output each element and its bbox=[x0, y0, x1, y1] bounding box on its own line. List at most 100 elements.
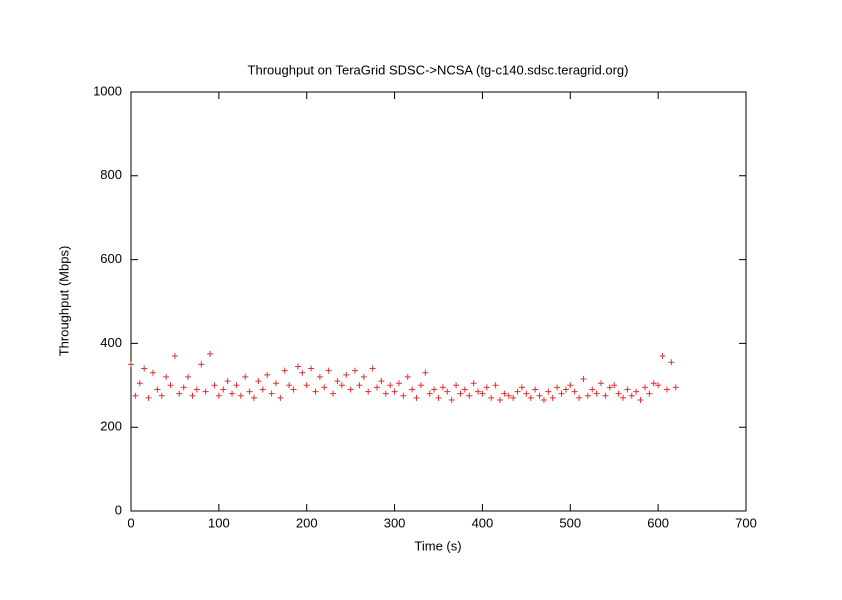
point bbox=[347, 386, 354, 393]
point bbox=[136, 380, 143, 387]
point bbox=[633, 388, 640, 395]
point bbox=[215, 392, 222, 399]
point bbox=[189, 392, 196, 399]
point bbox=[641, 384, 648, 391]
point bbox=[444, 388, 451, 395]
point bbox=[466, 392, 473, 399]
point bbox=[457, 390, 464, 397]
point bbox=[510, 394, 517, 401]
point bbox=[576, 394, 583, 401]
point bbox=[470, 380, 477, 387]
point bbox=[255, 378, 262, 385]
point bbox=[409, 386, 416, 393]
x-tick-label: 300 bbox=[384, 515, 406, 530]
point bbox=[637, 396, 644, 403]
point bbox=[483, 384, 490, 391]
point bbox=[606, 384, 613, 391]
point bbox=[453, 382, 460, 389]
point bbox=[246, 388, 253, 395]
x-axis-label: Time (s) bbox=[414, 538, 461, 553]
point bbox=[259, 386, 266, 393]
point bbox=[395, 380, 402, 387]
y-tick-label: 600 bbox=[100, 251, 122, 266]
point bbox=[422, 369, 429, 376]
point bbox=[646, 390, 653, 397]
point bbox=[549, 394, 556, 401]
point bbox=[624, 386, 631, 393]
chart-title: Throughput on TeraGrid SDSC->NCSA (tg-c1… bbox=[248, 62, 629, 77]
point bbox=[207, 350, 214, 357]
point bbox=[286, 382, 293, 389]
point bbox=[308, 365, 315, 372]
point bbox=[488, 394, 495, 401]
point bbox=[338, 382, 345, 389]
point bbox=[505, 392, 512, 399]
point bbox=[439, 384, 446, 391]
point bbox=[330, 390, 337, 397]
point bbox=[321, 384, 328, 391]
point bbox=[558, 390, 565, 397]
point bbox=[365, 388, 372, 395]
point bbox=[417, 382, 424, 389]
point bbox=[202, 388, 209, 395]
y-tick-label: 1000 bbox=[93, 83, 122, 98]
point bbox=[562, 386, 569, 393]
point bbox=[400, 392, 407, 399]
point bbox=[523, 390, 530, 397]
point bbox=[492, 382, 499, 389]
point bbox=[391, 388, 398, 395]
point bbox=[264, 371, 271, 378]
point bbox=[501, 390, 508, 397]
point bbox=[149, 369, 156, 376]
point bbox=[185, 373, 192, 380]
point bbox=[128, 361, 134, 368]
point bbox=[382, 390, 389, 397]
point bbox=[532, 386, 539, 393]
point bbox=[567, 382, 574, 389]
point bbox=[571, 388, 578, 395]
point bbox=[527, 394, 534, 401]
point bbox=[540, 396, 547, 403]
x-tick-label: 200 bbox=[296, 515, 318, 530]
point bbox=[536, 392, 543, 399]
point bbox=[369, 365, 376, 372]
point bbox=[518, 384, 525, 391]
point bbox=[620, 394, 626, 401]
point bbox=[497, 396, 503, 403]
x-tick-label: 500 bbox=[559, 515, 581, 530]
point bbox=[580, 376, 587, 383]
point bbox=[229, 390, 236, 397]
x-tick-label: 600 bbox=[647, 515, 669, 530]
point bbox=[141, 365, 148, 372]
point bbox=[145, 394, 152, 401]
point bbox=[374, 384, 380, 391]
point bbox=[554, 384, 561, 391]
point bbox=[426, 390, 433, 397]
point bbox=[387, 382, 394, 389]
point bbox=[312, 388, 319, 395]
point bbox=[176, 390, 183, 397]
point bbox=[404, 373, 411, 380]
point bbox=[668, 359, 675, 366]
y-axis-label: Throughput (Mbps) bbox=[56, 246, 71, 357]
point bbox=[316, 373, 323, 380]
point bbox=[325, 367, 332, 374]
x-tick-label: 0 bbox=[127, 515, 134, 530]
point bbox=[602, 392, 609, 399]
x-tick-label: 100 bbox=[208, 515, 230, 530]
point bbox=[356, 382, 363, 389]
point bbox=[413, 394, 420, 401]
point bbox=[615, 390, 622, 397]
point bbox=[163, 373, 170, 380]
point bbox=[655, 382, 662, 389]
point bbox=[343, 371, 350, 378]
point bbox=[180, 384, 187, 391]
point bbox=[237, 392, 244, 399]
point bbox=[294, 363, 301, 370]
plot-frame bbox=[130, 91, 747, 512]
point bbox=[211, 382, 218, 389]
point bbox=[233, 382, 240, 389]
point bbox=[598, 380, 605, 387]
point bbox=[303, 382, 310, 389]
point bbox=[672, 384, 679, 391]
